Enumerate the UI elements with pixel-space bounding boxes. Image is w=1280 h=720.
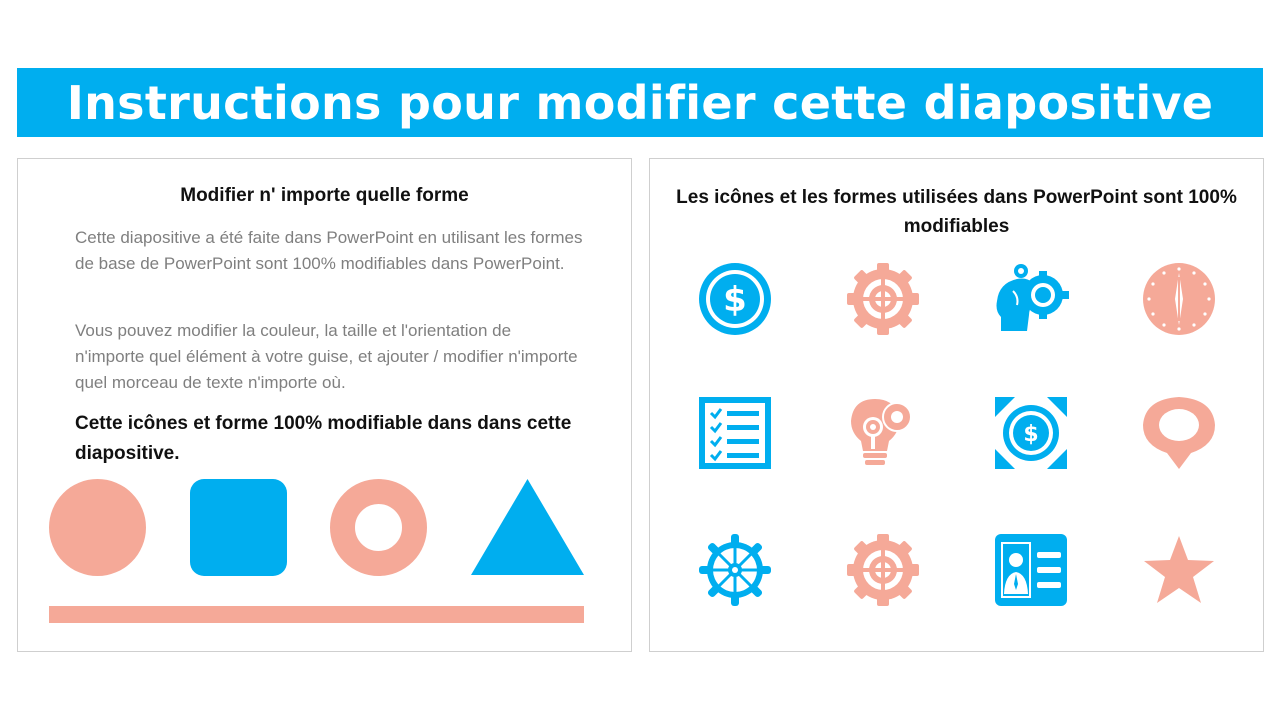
circle-shape[interactable] [49,479,146,576]
dollar-frame-icon[interactable]: $ [993,395,1069,471]
lightbulb-gears-icon[interactable] [845,395,921,471]
svg-text:$: $ [723,280,747,320]
map-pin-icon[interactable] [1141,395,1217,471]
ship-wheel-icon[interactable] [697,532,773,608]
target-gear-icon[interactable] [845,532,921,608]
checklist-icon[interactable] [697,395,773,471]
right-panel-heading: Les icônes et les formes utilisées dans … [676,187,1237,237]
id-card-icon[interactable] [993,532,1069,608]
left-panel: Modifier n' importe quelle forme Cette d… [17,158,632,652]
rounded-square-shape[interactable] [190,479,287,576]
left-paragraph-1: Cette diapositive a été faite dans Power… [75,228,583,273]
svg-text:$: $ [1023,422,1038,447]
title-bar: Instructions pour modifier cette diaposi… [17,68,1263,137]
ring-shape[interactable] [330,479,427,576]
left-bold-text: Cette icônes et forme 100% modifiable da… [75,413,572,464]
target-gear-icon[interactable] [845,261,921,337]
left-panel-heading: Modifier n' importe quelle forme [180,185,469,206]
dollar-coin-icon[interactable]: $ [697,261,773,337]
slide-title: Instructions pour modifier cette diaposi… [66,75,1214,130]
head-gears-icon[interactable] [993,261,1069,337]
right-panel: Les icônes et les formes utilisées dans … [649,158,1264,652]
compass-icon[interactable] [1141,261,1217,337]
triangle-shape[interactable] [471,479,584,575]
left-paragraph-2: Vous pouvez modifier la couleur, la tail… [75,321,578,392]
star-icon[interactable] [1141,532,1217,608]
bar-shape[interactable] [49,606,584,623]
